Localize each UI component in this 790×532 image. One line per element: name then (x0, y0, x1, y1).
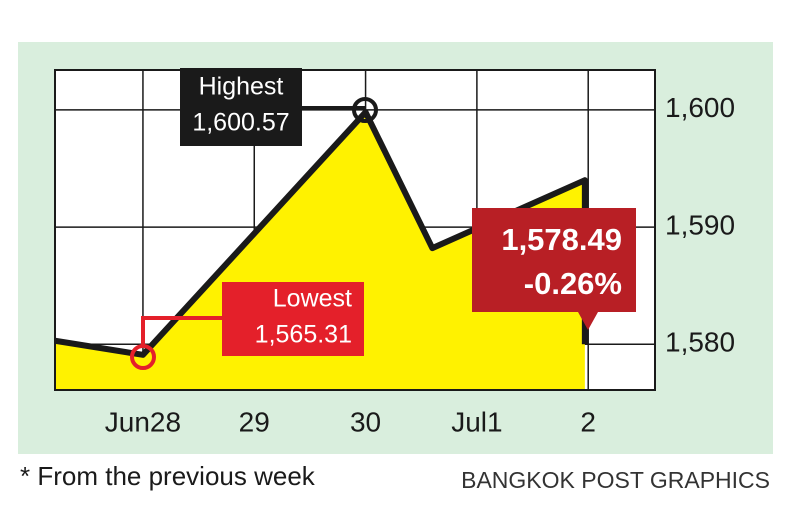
lowest-connector (141, 316, 225, 346)
lowest-marker (130, 344, 156, 370)
y-tick-label: 1,580 (665, 327, 735, 358)
line (54, 109, 588, 358)
lowest-value: 1,565.31 (255, 321, 352, 349)
highest-value: 1,600.57 (192, 109, 289, 137)
highest-marker (352, 97, 378, 123)
x-tick-label: Jun28 (105, 406, 181, 437)
x-tick-label: 2 (580, 406, 596, 437)
lowest-box (222, 282, 364, 356)
y-tick-label: 1,590 (665, 209, 735, 240)
x-tick-label: 30 (350, 406, 381, 437)
y-tick-label: 1,600 (665, 92, 735, 123)
footnote: * From the previous week (20, 461, 316, 491)
credit: BANGKOK POST GRAPHICS (461, 467, 770, 493)
highest-title: Highest (199, 73, 284, 101)
close-change: -0.26% (524, 266, 622, 301)
lowest-title: Lowest (273, 285, 352, 313)
area (55, 112, 585, 390)
plot-frame (54, 69, 656, 391)
close-box (472, 208, 636, 330)
highest-box (180, 68, 302, 146)
close-value: 1,578.49 (501, 222, 622, 257)
x-tick-label: Jul1 (451, 406, 502, 437)
x-tick-label: 29 (239, 406, 270, 437)
